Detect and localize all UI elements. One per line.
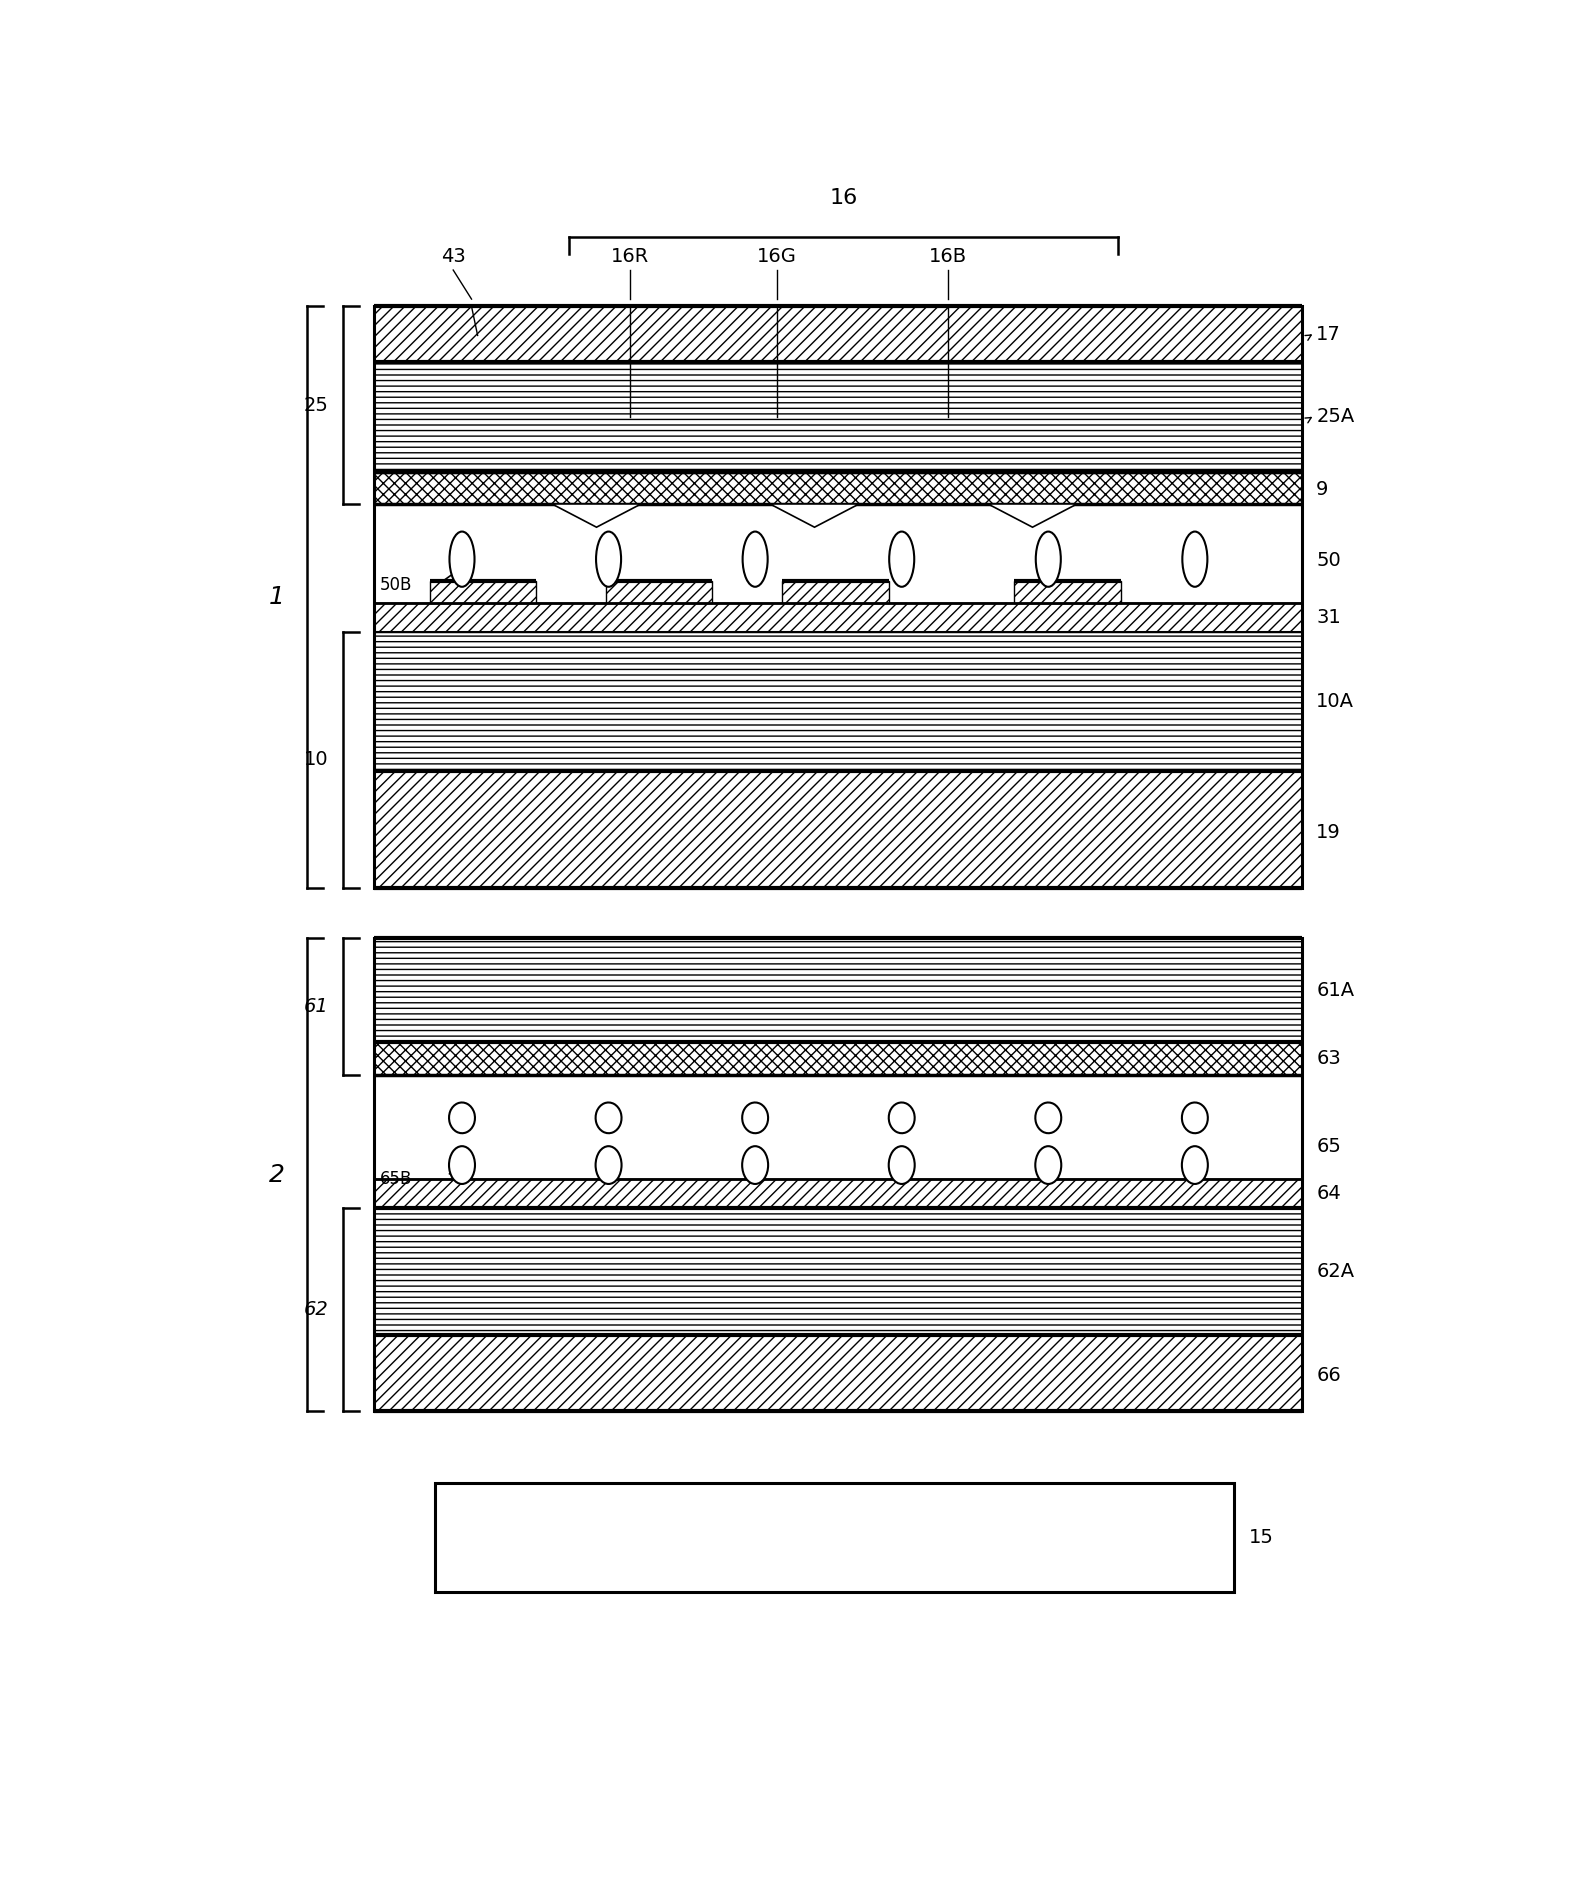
Ellipse shape [1036,532,1062,587]
Text: 65: 65 [1317,1136,1340,1155]
Bar [373,306,1301,362]
Text: 9: 9 [1317,479,1329,498]
Text: 15: 15 [1249,1528,1274,1547]
Ellipse shape [449,532,474,587]
Bar [373,1208,1301,1336]
Ellipse shape [1181,1145,1208,1183]
Text: 65B: 65B [380,1170,413,1189]
Text: 63: 63 [1317,1049,1340,1068]
Text: 64: 64 [1317,1183,1340,1202]
Ellipse shape [742,1102,769,1134]
Text: 10A: 10A [1317,693,1354,711]
Text: 62: 62 [304,1300,329,1319]
Bar [373,472,1301,504]
Bar [373,632,1301,772]
Ellipse shape [743,532,767,587]
Text: 62A: 62A [1317,1262,1354,1281]
Text: 16: 16 [830,187,858,208]
Bar [373,306,1301,887]
Text: 16B: 16B [929,247,967,266]
Bar [373,772,1301,887]
Ellipse shape [595,1102,622,1134]
Text: 50: 50 [1317,551,1340,570]
Ellipse shape [1183,532,1208,587]
Bar [373,1076,1301,1179]
Bar [606,581,712,602]
Text: 66: 66 [1317,1366,1340,1385]
Bar [373,362,1301,472]
Polygon shape [988,504,1077,526]
Ellipse shape [888,1145,915,1183]
Text: 25: 25 [304,396,329,415]
Ellipse shape [595,1145,622,1183]
Text: 17: 17 [1317,325,1340,343]
Bar [373,938,1301,1042]
Text: 16G: 16G [756,247,797,266]
Bar [373,1042,1301,1076]
Bar [373,504,1301,602]
Text: 2: 2 [269,1162,285,1187]
Ellipse shape [595,532,621,587]
Bar [373,938,1301,1411]
Text: 61: 61 [304,998,329,1017]
Text: 50B: 50B [380,576,413,594]
Bar [373,1336,1301,1411]
Text: 61A: 61A [1317,981,1354,1000]
Ellipse shape [449,1102,476,1134]
Ellipse shape [1181,1102,1208,1134]
Text: 31: 31 [1317,608,1340,626]
Text: 16R: 16R [611,247,649,266]
Bar [373,1179,1301,1208]
Ellipse shape [1035,1145,1062,1183]
Bar [373,602,1301,632]
Ellipse shape [1035,1102,1062,1134]
Polygon shape [551,504,641,526]
Text: 10: 10 [304,751,329,770]
Polygon shape [770,504,858,526]
Bar [1014,581,1121,602]
Bar [430,581,536,602]
Ellipse shape [888,1102,915,1134]
Bar [783,581,888,602]
Bar [435,1483,1235,1593]
Text: 43: 43 [441,247,466,266]
Ellipse shape [890,532,913,587]
Ellipse shape [742,1145,769,1183]
Text: 25A: 25A [1317,408,1354,426]
Text: 19: 19 [1317,823,1340,842]
Ellipse shape [449,1145,476,1183]
Text: 1: 1 [269,585,285,610]
